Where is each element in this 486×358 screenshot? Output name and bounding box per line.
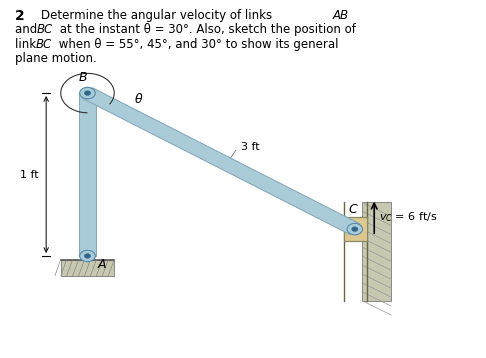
Text: B: B [78, 71, 87, 84]
Text: $v_C$ = 6 ft/s: $v_C$ = 6 ft/s [379, 211, 438, 224]
Circle shape [80, 250, 95, 262]
Circle shape [85, 91, 90, 95]
Circle shape [80, 87, 95, 99]
Text: Determine the angular velocity of links: Determine the angular velocity of links [41, 9, 276, 22]
Text: link: link [15, 38, 39, 50]
Text: AB: AB [333, 9, 349, 22]
Circle shape [85, 254, 90, 258]
Text: BC: BC [36, 23, 52, 36]
Polygon shape [344, 218, 367, 241]
Text: when θ = 55°, 45°, and 30° to show its general: when θ = 55°, 45°, and 30° to show its g… [55, 38, 338, 50]
Text: C: C [348, 203, 357, 216]
Text: plane motion.: plane motion. [15, 52, 96, 65]
Circle shape [347, 223, 363, 235]
Polygon shape [79, 93, 96, 256]
Text: BC: BC [35, 38, 52, 50]
Polygon shape [362, 202, 391, 301]
Text: θ: θ [135, 93, 142, 106]
Text: A: A [97, 258, 105, 271]
Circle shape [352, 227, 358, 231]
Polygon shape [61, 260, 114, 276]
Text: and: and [15, 23, 40, 36]
Text: 2: 2 [15, 9, 24, 23]
Text: 1 ft: 1 ft [20, 170, 39, 179]
Text: 3 ft: 3 ft [241, 142, 259, 152]
Polygon shape [83, 88, 360, 234]
Text: at the instant θ = 30°. Also, sketch the position of: at the instant θ = 30°. Also, sketch the… [56, 23, 356, 36]
